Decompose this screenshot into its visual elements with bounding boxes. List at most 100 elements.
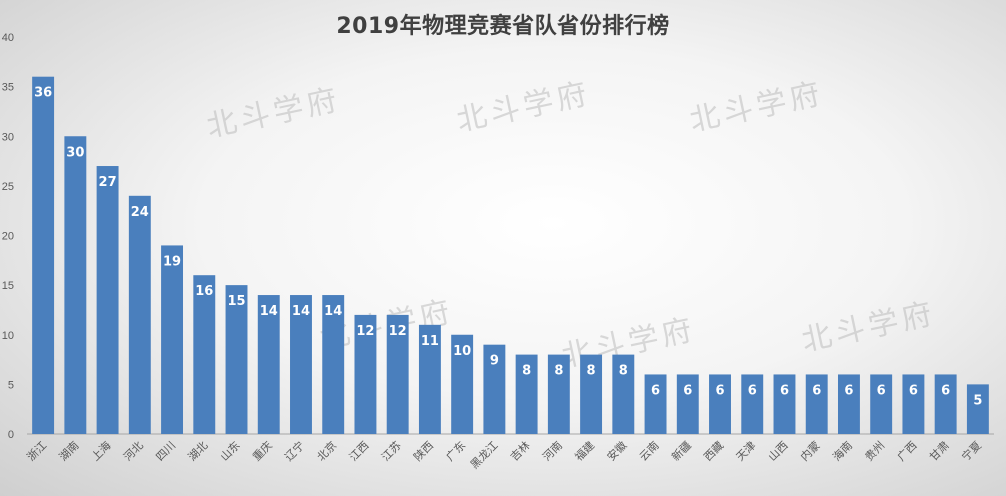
x-tick-label: 广西 (895, 439, 920, 464)
data-label: 6 (909, 383, 918, 398)
y-tick-label: 35 (2, 82, 14, 94)
data-label: 14 (324, 304, 342, 319)
data-label: 15 (227, 294, 245, 309)
bar (418, 324, 441, 434)
x-tick-label: 湖北 (186, 439, 211, 464)
bar (64, 136, 87, 434)
y-tick-label: 20 (2, 231, 14, 243)
data-label: 6 (780, 383, 789, 398)
x-tick-label: 天津 (734, 439, 759, 464)
y-tick-label: 10 (2, 330, 14, 342)
x-tick-label: 西藏 (701, 439, 726, 464)
data-label: 6 (651, 383, 660, 398)
bar (96, 166, 119, 434)
bar (837, 374, 860, 434)
x-tick-label: 重庆 (249, 438, 274, 463)
x-tick-label: 湖南 (57, 439, 82, 464)
bar (934, 374, 957, 434)
x-tick-label: 江苏 (379, 439, 404, 464)
bar (612, 354, 635, 434)
x-tick-label: 吉林 (507, 438, 532, 463)
data-label: 12 (389, 324, 407, 339)
data-label: 6 (877, 383, 886, 398)
x-tick-label: 贵州 (863, 439, 888, 464)
data-label: 11 (421, 334, 439, 349)
bar (547, 354, 570, 434)
bar (128, 195, 151, 434)
data-label: 6 (748, 383, 757, 398)
bar (322, 295, 345, 434)
bar (902, 374, 925, 434)
bar (451, 334, 474, 434)
data-label: 5 (973, 393, 982, 408)
x-tick-label: 福建 (572, 438, 597, 463)
chart-title: 2019年物理竞赛省队省份排行榜 (336, 14, 670, 39)
bar (870, 374, 893, 434)
data-label: 8 (619, 364, 628, 379)
data-label: 24 (131, 205, 149, 220)
x-tick-label: 新疆 (668, 438, 693, 463)
x-tick-label: 上海 (88, 438, 113, 463)
data-label: 12 (356, 324, 374, 339)
x-tick-label: 陕西 (411, 438, 436, 463)
y-tick-label: 40 (2, 32, 14, 44)
bar (709, 374, 731, 434)
x-tick-label: 山西 (766, 439, 791, 464)
bar (580, 354, 603, 434)
bar (161, 245, 184, 434)
data-label: 27 (99, 175, 117, 190)
data-label: 9 (490, 354, 499, 369)
x-tick-label: 江西 (347, 439, 372, 464)
x-tick-label: 辽宁 (282, 438, 307, 463)
bar (966, 384, 989, 434)
x-tick-label: 宁夏 (959, 438, 984, 463)
data-label: 16 (195, 284, 213, 299)
bar (193, 275, 216, 434)
bar (257, 295, 280, 434)
x-tick-label: 海南 (830, 438, 855, 463)
data-label: 6 (683, 383, 692, 398)
x-tick-label: 四川 (153, 439, 178, 464)
y-tick-label: 5 (8, 379, 14, 391)
bar (676, 374, 699, 434)
data-label: 8 (587, 364, 596, 379)
bar (290, 295, 312, 434)
data-label: 8 (522, 364, 531, 379)
bar (386, 314, 409, 434)
data-label: 14 (260, 304, 278, 319)
data-label: 6 (941, 383, 950, 398)
data-label: 36 (34, 86, 52, 101)
bar (483, 344, 506, 434)
data-label: 14 (292, 304, 310, 319)
bar (644, 374, 667, 434)
y-tick-label: 15 (2, 280, 14, 292)
y-tick-label: 30 (2, 131, 14, 143)
data-label: 6 (844, 383, 853, 398)
x-tick-label: 内蒙 (797, 438, 822, 463)
data-label: 6 (715, 383, 724, 398)
x-tick-label: 浙江 (24, 439, 49, 464)
x-tick-label: 河南 (540, 439, 565, 464)
data-label: 8 (554, 364, 563, 379)
x-tick-label: 山东 (218, 439, 243, 464)
y-tick-label: 25 (2, 181, 14, 193)
data-label: 10 (453, 344, 471, 359)
data-label: 30 (66, 145, 84, 160)
y-tick-label: 0 (8, 429, 14, 441)
bar (805, 374, 828, 434)
x-tick-label: 北京 (314, 438, 339, 463)
x-tick-label: 河北 (121, 439, 146, 464)
x-tick-label: 云南 (637, 439, 662, 464)
x-tick-label: 甘肃 (927, 439, 952, 464)
bar (515, 354, 538, 434)
bar (773, 374, 796, 434)
x-tick-label: 安徽 (604, 438, 629, 463)
x-tick-label: 广东 (444, 439, 469, 464)
x-tick-label: 黑龙江 (468, 439, 501, 472)
bar (741, 374, 764, 434)
bar (354, 314, 377, 434)
bar (225, 285, 248, 434)
data-label: 19 (163, 254, 181, 269)
